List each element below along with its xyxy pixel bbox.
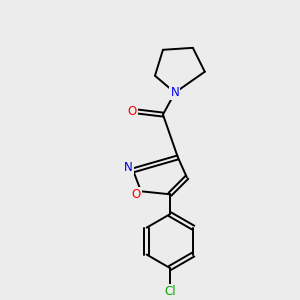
- Text: N: N: [124, 161, 133, 174]
- Text: O: O: [131, 188, 141, 201]
- Text: N: N: [170, 86, 179, 99]
- Text: Cl: Cl: [164, 285, 176, 298]
- Text: O: O: [128, 105, 137, 118]
